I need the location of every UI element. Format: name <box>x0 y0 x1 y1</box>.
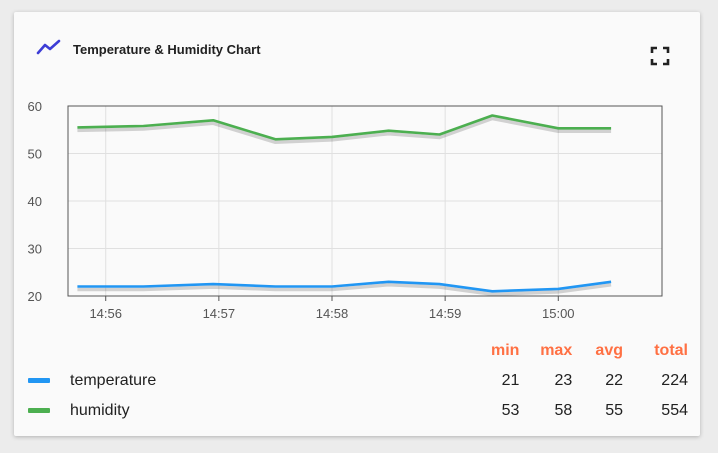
legend-header-spacer <box>28 338 454 366</box>
legend-header-row: min max avg total <box>28 338 688 366</box>
legend-header-min: min <box>490 342 520 359</box>
series-shadow-temperature <box>77 283 612 297</box>
y-tick-label: 20 <box>28 289 42 304</box>
legend-total-value: 224 <box>661 372 688 389</box>
legend-total-value: 554 <box>661 402 688 419</box>
x-tick-label: 14:59 <box>429 306 462 321</box>
legend-row-temperature[interactable]: temperature 21 23 22 224 <box>28 366 688 396</box>
legend-header-total: total <box>654 342 688 359</box>
legend-avg-value: 22 <box>605 372 623 389</box>
legend-series-name: temperature <box>70 372 157 389</box>
legend-row-humidity[interactable]: humidity 53 58 55 554 <box>28 396 688 426</box>
legend-series-cell: temperature <box>28 366 454 396</box>
series-shadow-humidity <box>77 116 612 145</box>
legend-series-cell: humidity <box>28 396 454 426</box>
series-line-humidity <box>77 114 612 141</box>
legend-swatch-temperature <box>28 378 50 384</box>
legend-table: min max avg total temperature 21 23 22 2… <box>28 338 688 426</box>
x-tick-label: 14:56 <box>89 306 122 321</box>
legend-max-value: 23 <box>554 372 573 389</box>
y-tick-label: 40 <box>28 194 42 209</box>
legend-min-value: 21 <box>501 372 520 389</box>
x-tick-label: 14:57 <box>203 306 236 321</box>
series-line-temperature <box>77 280 612 293</box>
x-tick-label: 14:58 <box>316 306 349 321</box>
y-tick-label: 50 <box>28 147 42 162</box>
line-chart: 20 30 40 50 60 14:56 14:57 14:58 14:59 15:00 <box>28 99 663 321</box>
timeline-chart-icon <box>36 39 61 55</box>
legend-swatch-humidity <box>28 408 50 414</box>
y-tick-label: 30 <box>28 242 42 257</box>
plot-frame <box>67 105 663 297</box>
legend-avg-value: 55 <box>605 402 623 419</box>
legend-series-name: humidity <box>70 402 130 419</box>
legend-header-max: max <box>540 342 573 359</box>
y-tick-label: 60 <box>28 99 42 114</box>
legend-header-avg: avg <box>595 342 623 359</box>
legend-min-value: 53 <box>501 402 520 419</box>
x-tick-label: 15:00 <box>542 306 575 321</box>
widget-title: Temperature & Humidity Chart <box>73 42 261 57</box>
chart-widget-card: Temperature & Humidity Chart 20 30 40 50 60 1… <box>14 12 700 436</box>
legend-max-value: 58 <box>554 402 573 419</box>
fullscreen-icon[interactable] <box>650 46 670 66</box>
